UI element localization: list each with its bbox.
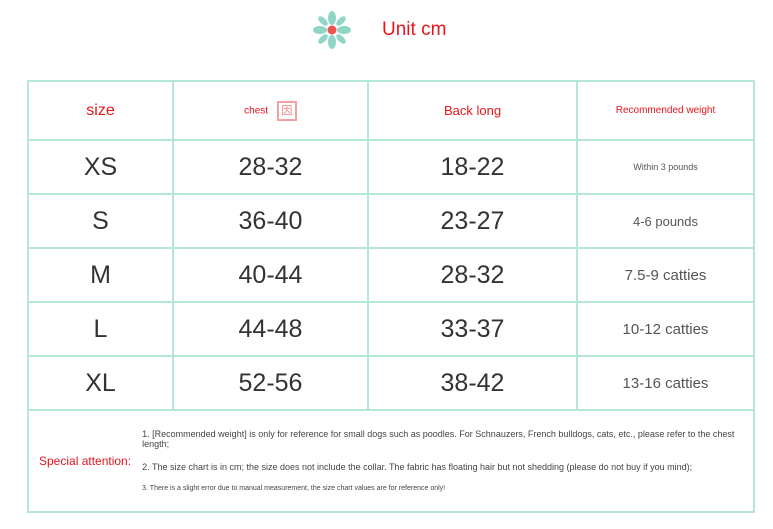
col-weight: Recommended weight <box>576 80 755 141</box>
chest-cell: 40-44 <box>172 247 369 303</box>
size-cell: XL <box>27 355 174 411</box>
notes-row: Special attention: 1. [Recommended weigh… <box>27 409 755 513</box>
back-cell: 38-42 <box>367 355 578 411</box>
table-row: XL 52-56 38-42 13-16 catties <box>27 355 755 411</box>
note-item: 2. The size chart is in cm; the size doe… <box>142 462 693 473</box>
weight-cell: 7.5-9 catties <box>576 247 755 303</box>
weight-cell: 10-12 catties <box>576 301 755 357</box>
chest-cell: 28-32 <box>172 139 369 195</box>
notes-cell: Special attention: 1. [Recommended weigh… <box>27 409 755 513</box>
table-row: L 44-48 33-37 10-12 catties <box>27 301 755 357</box>
size-cell: L <box>27 301 174 357</box>
chest-label: chest <box>244 105 269 117</box>
weight-cell: 4-6 pounds <box>576 193 755 249</box>
size-cell: S <box>27 193 174 249</box>
notes-label: Special attention: <box>39 454 132 468</box>
col-size: size <box>27 80 174 141</box>
size-cell: M <box>27 247 174 303</box>
stamp-icon: 因 <box>276 100 297 121</box>
table-row: XS 28-32 18-22 Within 3 pounds <box>27 139 755 195</box>
chest-cell: 52-56 <box>172 355 369 411</box>
chest-cell: 36-40 <box>172 193 369 249</box>
back-cell: 23-27 <box>367 193 578 249</box>
header-row: size chest 因 Back long Recommended weigh… <box>27 80 755 141</box>
back-cell: 33-37 <box>367 301 578 357</box>
note-item: 1. [Recommended weight] is only for refe… <box>142 428 735 450</box>
header: Unit cm <box>312 10 446 50</box>
col-back: Back long <box>367 80 578 141</box>
flower-icon <box>313 11 351 49</box>
notes-list: 1. [Recommended weight] is only for refe… <box>142 417 753 506</box>
weight-cell: 13-16 catties <box>576 355 755 411</box>
note-item: 3. There is a slight error due to manual… <box>142 485 446 492</box>
chest-cell: 44-48 <box>172 301 369 357</box>
page-title: Unit cm <box>382 19 447 40</box>
table-row: M 40-44 28-32 7.5-9 catties <box>27 247 755 303</box>
size-chart: size chest 因 Back long Recommended weigh… <box>27 80 755 513</box>
weight-cell: Within 3 pounds <box>576 139 755 195</box>
size-cell: XS <box>27 139 174 195</box>
col-chest: chest 因 <box>172 80 369 141</box>
back-cell: 28-32 <box>367 247 578 303</box>
table-row: S 36-40 23-27 4-6 pounds <box>27 193 755 249</box>
back-cell: 18-22 <box>367 139 578 195</box>
